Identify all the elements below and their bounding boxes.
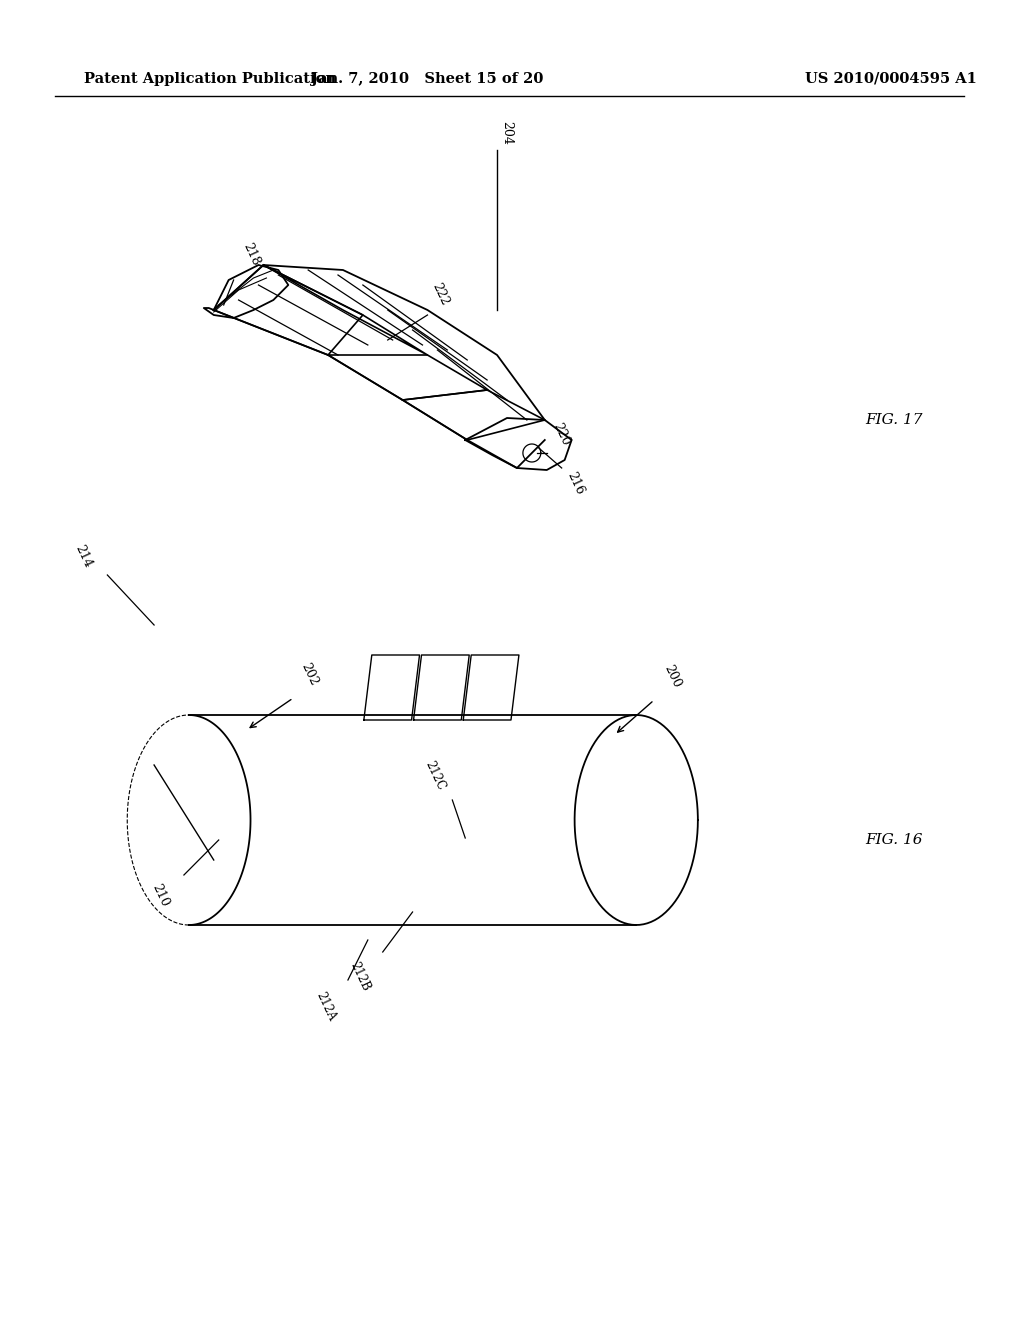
Text: FIG. 17: FIG. 17 [865, 413, 923, 426]
Text: US 2010/0004595 A1: US 2010/0004595 A1 [805, 73, 977, 86]
Text: 220: 220 [551, 421, 572, 447]
Text: 214: 214 [73, 543, 94, 570]
Text: 200: 200 [662, 663, 683, 690]
Text: 222: 222 [429, 281, 452, 308]
Text: 212A: 212A [313, 990, 338, 1023]
Text: 216: 216 [564, 470, 587, 498]
Text: 202: 202 [298, 661, 321, 688]
Text: FIG. 16: FIG. 16 [865, 833, 923, 847]
Text: 210: 210 [150, 882, 171, 909]
Text: 204: 204 [500, 121, 513, 145]
Text: Jan. 7, 2010   Sheet 15 of 20: Jan. 7, 2010 Sheet 15 of 20 [311, 73, 544, 86]
Text: Patent Application Publication: Patent Application Publication [85, 73, 337, 86]
Text: 212B: 212B [348, 960, 373, 994]
Text: 218: 218 [241, 240, 262, 268]
Text: 212C: 212C [423, 758, 447, 792]
